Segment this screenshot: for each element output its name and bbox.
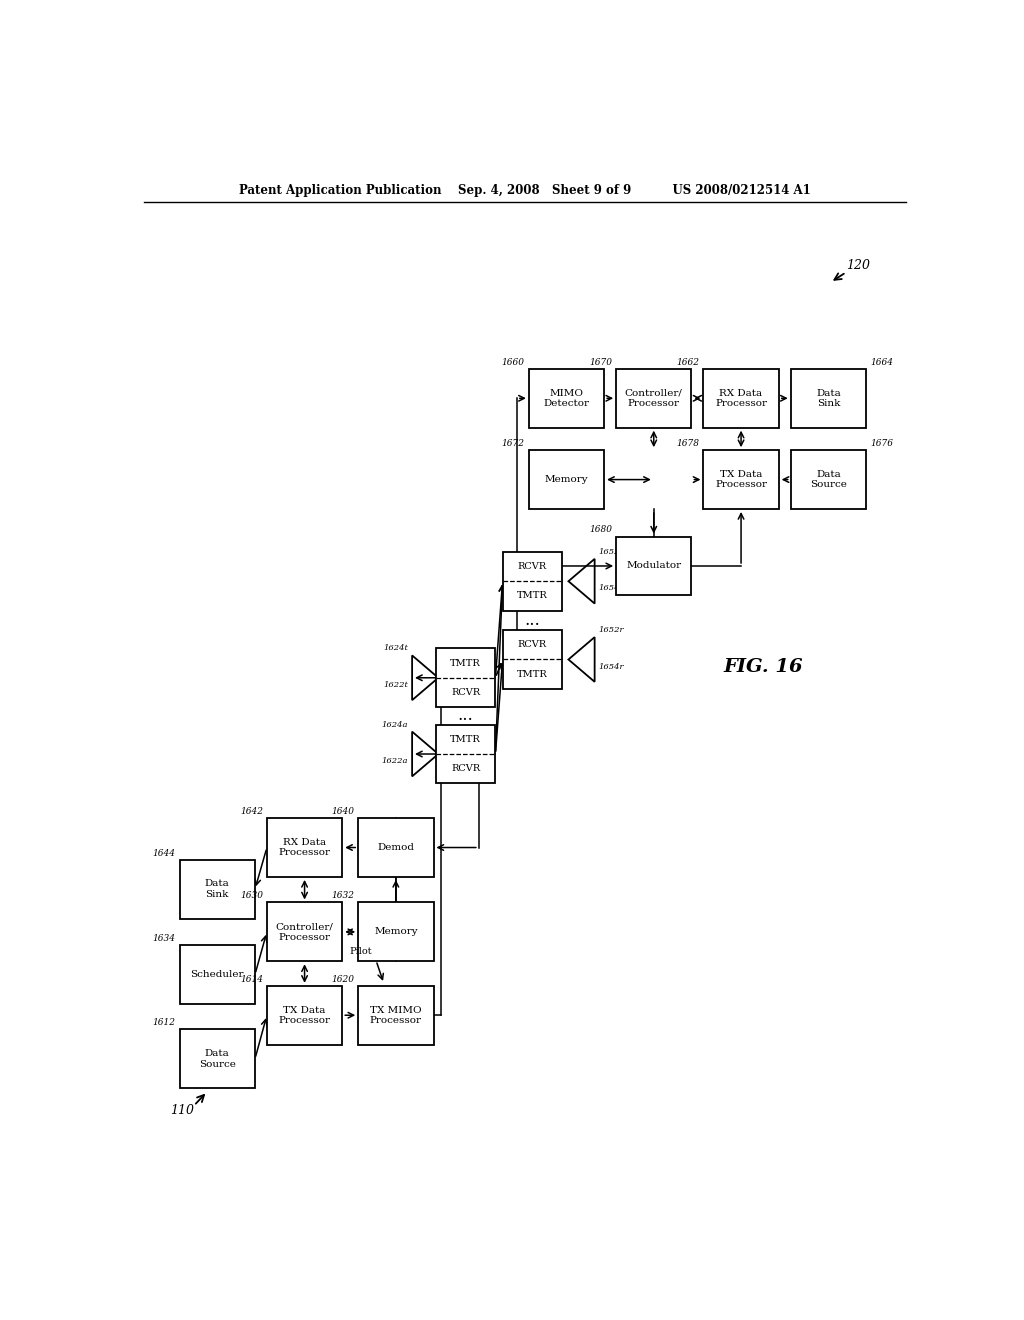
Text: MIMO
Detector: MIMO Detector [544,388,590,408]
Text: Pilot: Pilot [349,948,372,956]
Text: Memory: Memory [374,928,418,936]
Text: TX MIMO
Processor: TX MIMO Processor [370,1006,422,1024]
Bar [436,648,496,708]
Text: TMTR: TMTR [451,735,481,743]
Text: TX Data
Processor: TX Data Processor [715,470,767,490]
Text: 1614: 1614 [240,974,263,983]
Text: 1644: 1644 [153,849,176,858]
Text: 1622t: 1622t [383,681,409,689]
Text: ...: ... [524,612,541,628]
Text: 1634: 1634 [153,935,176,942]
Bar [267,818,342,876]
Text: 1654r: 1654r [599,663,624,671]
Text: FIG. 16: FIG. 16 [723,657,803,676]
Bar [528,368,604,428]
Text: RCVR: RCVR [452,764,480,774]
Text: 110: 110 [170,1105,194,1117]
Text: Scheduler: Scheduler [190,970,244,979]
Text: 1620: 1620 [331,974,354,983]
Text: 1640: 1640 [331,807,354,816]
Bar [616,368,691,428]
Text: 1662: 1662 [677,358,699,367]
Text: RX Data
Processor: RX Data Processor [279,838,331,857]
Text: Modulator: Modulator [627,561,681,570]
Text: TMTR: TMTR [451,659,481,668]
Text: RCVR: RCVR [452,688,480,697]
Bar [358,903,433,961]
Text: 1612: 1612 [153,1019,176,1027]
Text: TMTR: TMTR [517,669,548,678]
Text: RCVR: RCVR [518,640,547,649]
Text: RX Data
Processor: RX Data Processor [715,388,767,408]
Text: Demod: Demod [377,843,415,851]
Bar [179,859,255,919]
Text: 1672: 1672 [502,440,524,447]
Text: 1660: 1660 [502,358,524,367]
Bar [791,368,866,428]
Text: Memory: Memory [545,475,588,484]
Text: RCVR: RCVR [518,562,547,572]
Text: 1624t: 1624t [383,644,409,652]
Text: Data
Source: Data Source [199,1049,236,1069]
Text: 1670: 1670 [589,358,612,367]
Bar [267,903,342,961]
Bar [703,368,778,428]
Bar [436,725,496,784]
Bar [267,986,342,1044]
Text: TMTR: TMTR [517,591,548,601]
Text: 1632: 1632 [331,891,354,900]
Text: TX Data
Processor: TX Data Processor [279,1006,331,1024]
Text: 1622a: 1622a [382,758,409,766]
Bar [179,1030,255,1089]
Text: Data
Sink: Data Sink [205,879,229,899]
Text: Data
Sink: Data Sink [816,388,841,408]
Text: Patent Application Publication    Sep. 4, 2008   Sheet 9 of 9          US 2008/0: Patent Application Publication Sep. 4, 2… [239,183,811,197]
Bar [503,630,562,689]
Text: 1624a: 1624a [382,721,409,729]
Bar [358,818,433,876]
Text: ...: ... [458,708,473,725]
Bar [503,552,562,611]
Bar [703,450,778,510]
Text: 1654a: 1654a [599,585,625,593]
Text: 1678: 1678 [677,440,699,447]
Text: 1642: 1642 [240,807,263,816]
Bar [358,986,433,1044]
Bar [179,945,255,1005]
Text: 1630: 1630 [240,891,263,900]
Text: Controller/
Processor: Controller/ Processor [625,388,683,408]
Bar [616,536,691,595]
Text: 1652r: 1652r [599,626,624,634]
Bar [528,450,604,510]
Text: 120: 120 [846,259,870,272]
Text: 1664: 1664 [870,358,893,367]
Text: Controller/
Processor: Controller/ Processor [275,923,334,941]
Text: 1680: 1680 [589,525,612,535]
Bar [791,450,866,510]
Text: Data
Source: Data Source [810,470,847,490]
Text: 1676: 1676 [870,440,893,447]
Text: 1652a: 1652a [599,548,625,556]
